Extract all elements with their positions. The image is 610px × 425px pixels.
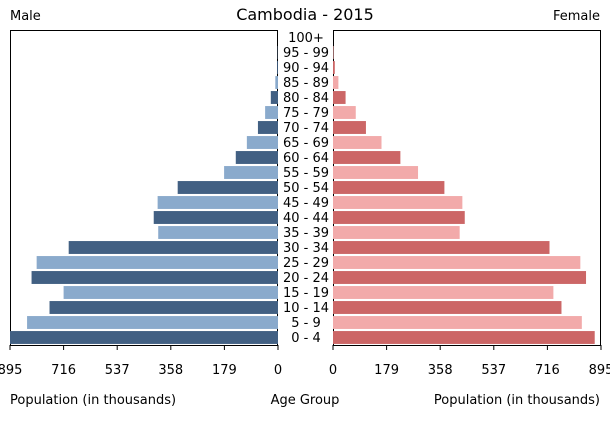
male-bar-65-69 (246, 136, 278, 149)
female-bar-65-69 (333, 136, 382, 149)
female-x-tick-label: 179 (374, 363, 399, 378)
male-bar-70-74 (257, 121, 278, 134)
male-bar-30-34 (68, 241, 278, 254)
age-group-label: 0 - 4 (291, 331, 321, 346)
age-group-label: 50 - 54 (283, 181, 329, 196)
female-bar-70-74 (333, 121, 366, 134)
age-group-label: 95 - 99 (283, 46, 329, 61)
age-group-label: 70 - 74 (283, 121, 329, 136)
female-x-tick-label: 537 (481, 363, 506, 378)
female-bar-15-19 (333, 286, 554, 299)
age-group-label: 65 - 69 (283, 136, 329, 151)
female-x-tick-label: 716 (535, 363, 560, 378)
age-group-label: 25 - 29 (283, 256, 329, 271)
female-bar-5-9 (333, 316, 582, 329)
age-group-label: 75 - 79 (283, 106, 329, 121)
female-panel-label: Female (552, 9, 600, 24)
age-group-label: 85 - 89 (283, 76, 329, 91)
male-bar-75-79 (265, 106, 278, 119)
male-bar-20-24 (31, 271, 278, 284)
female-bar-75-79 (333, 106, 356, 119)
x-axis-label-center: Age Group (270, 393, 340, 408)
age-group-label: 80 - 84 (283, 91, 329, 106)
male-bar-25-29 (36, 256, 278, 269)
age-group-label: 55 - 59 (283, 166, 329, 181)
female-bar-50-54 (333, 181, 445, 194)
male-bar-10-14 (49, 301, 278, 314)
male-x-tick-label: 358 (158, 363, 183, 378)
female-bar-0-4 (333, 331, 595, 344)
female-bar-40-44 (333, 211, 465, 224)
age-group-label: 45 - 49 (283, 196, 329, 211)
age-group-label: 100+ (288, 31, 324, 46)
x-axis-label-left: Population (in thousands) (10, 393, 177, 408)
male-bar-15-19 (63, 286, 278, 299)
age-group-label: 35 - 39 (283, 226, 329, 241)
female-x-tick-label: 895 (589, 363, 610, 378)
female-bar-45-49 (333, 196, 463, 209)
male-bar-35-39 (158, 226, 278, 239)
female-bar-60-64 (333, 151, 401, 164)
female-bar-25-29 (333, 256, 581, 269)
age-group-label: 40 - 44 (283, 211, 329, 226)
female-bar-35-39 (333, 226, 460, 239)
age-group-label: 10 - 14 (283, 301, 329, 316)
male-bar-85-89 (275, 76, 278, 89)
female-x-tick-label: 358 (428, 363, 453, 378)
chart-title: Cambodia - 2015 (236, 5, 374, 24)
female-bar-55-59 (333, 166, 419, 179)
age-group-label: 60 - 64 (283, 151, 329, 166)
male-panel-label: Male (10, 9, 41, 24)
age-group-label: 5 - 9 (291, 316, 321, 331)
male-bar-60-64 (235, 151, 278, 164)
age-group-label: 90 - 94 (283, 61, 329, 76)
male-bar-0-4 (10, 331, 278, 344)
female-x-tick-label: 0 (329, 363, 337, 378)
male-x-tick-label: 179 (212, 363, 237, 378)
female-bar-30-34 (333, 241, 550, 254)
female-bar-10-14 (333, 301, 562, 314)
female-bar-95-99 (333, 46, 334, 59)
female-bar-90-94 (333, 61, 335, 74)
female-bar-20-24 (333, 271, 587, 284)
male-bar-55-59 (224, 166, 278, 179)
age-group-label: 20 - 24 (283, 271, 329, 286)
male-bar-40-44 (153, 211, 278, 224)
male-x-tick-label: 0 (274, 363, 282, 378)
male-bar-50-54 (177, 181, 278, 194)
male-bar-45-49 (157, 196, 278, 209)
male-bar-80-84 (270, 91, 278, 104)
male-bar-5-9 (27, 316, 278, 329)
age-group-label: 15 - 19 (283, 286, 329, 301)
age-group-label: 30 - 34 (283, 241, 329, 256)
male-bar-90-94 (277, 61, 278, 74)
male-x-tick-label: 895 (0, 363, 22, 378)
male-x-tick-label: 716 (51, 363, 76, 378)
male-x-tick-label: 537 (105, 363, 130, 378)
x-axis-label-right: Population (in thousands) (433, 393, 600, 408)
female-bar-85-89 (333, 76, 339, 89)
female-bar-80-84 (333, 91, 346, 104)
